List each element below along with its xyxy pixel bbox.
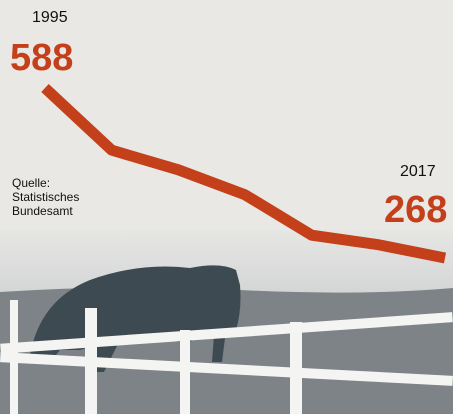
end-year: 2017 — [400, 163, 436, 180]
end-value: 268 — [384, 189, 447, 231]
data-line — [41, 83, 447, 264]
start-value: 588 — [10, 37, 73, 79]
fence — [0, 300, 453, 414]
start-year: 1995 — [32, 9, 68, 26]
source-note: Quelle: Statistisches Bundesamt — [12, 176, 80, 218]
